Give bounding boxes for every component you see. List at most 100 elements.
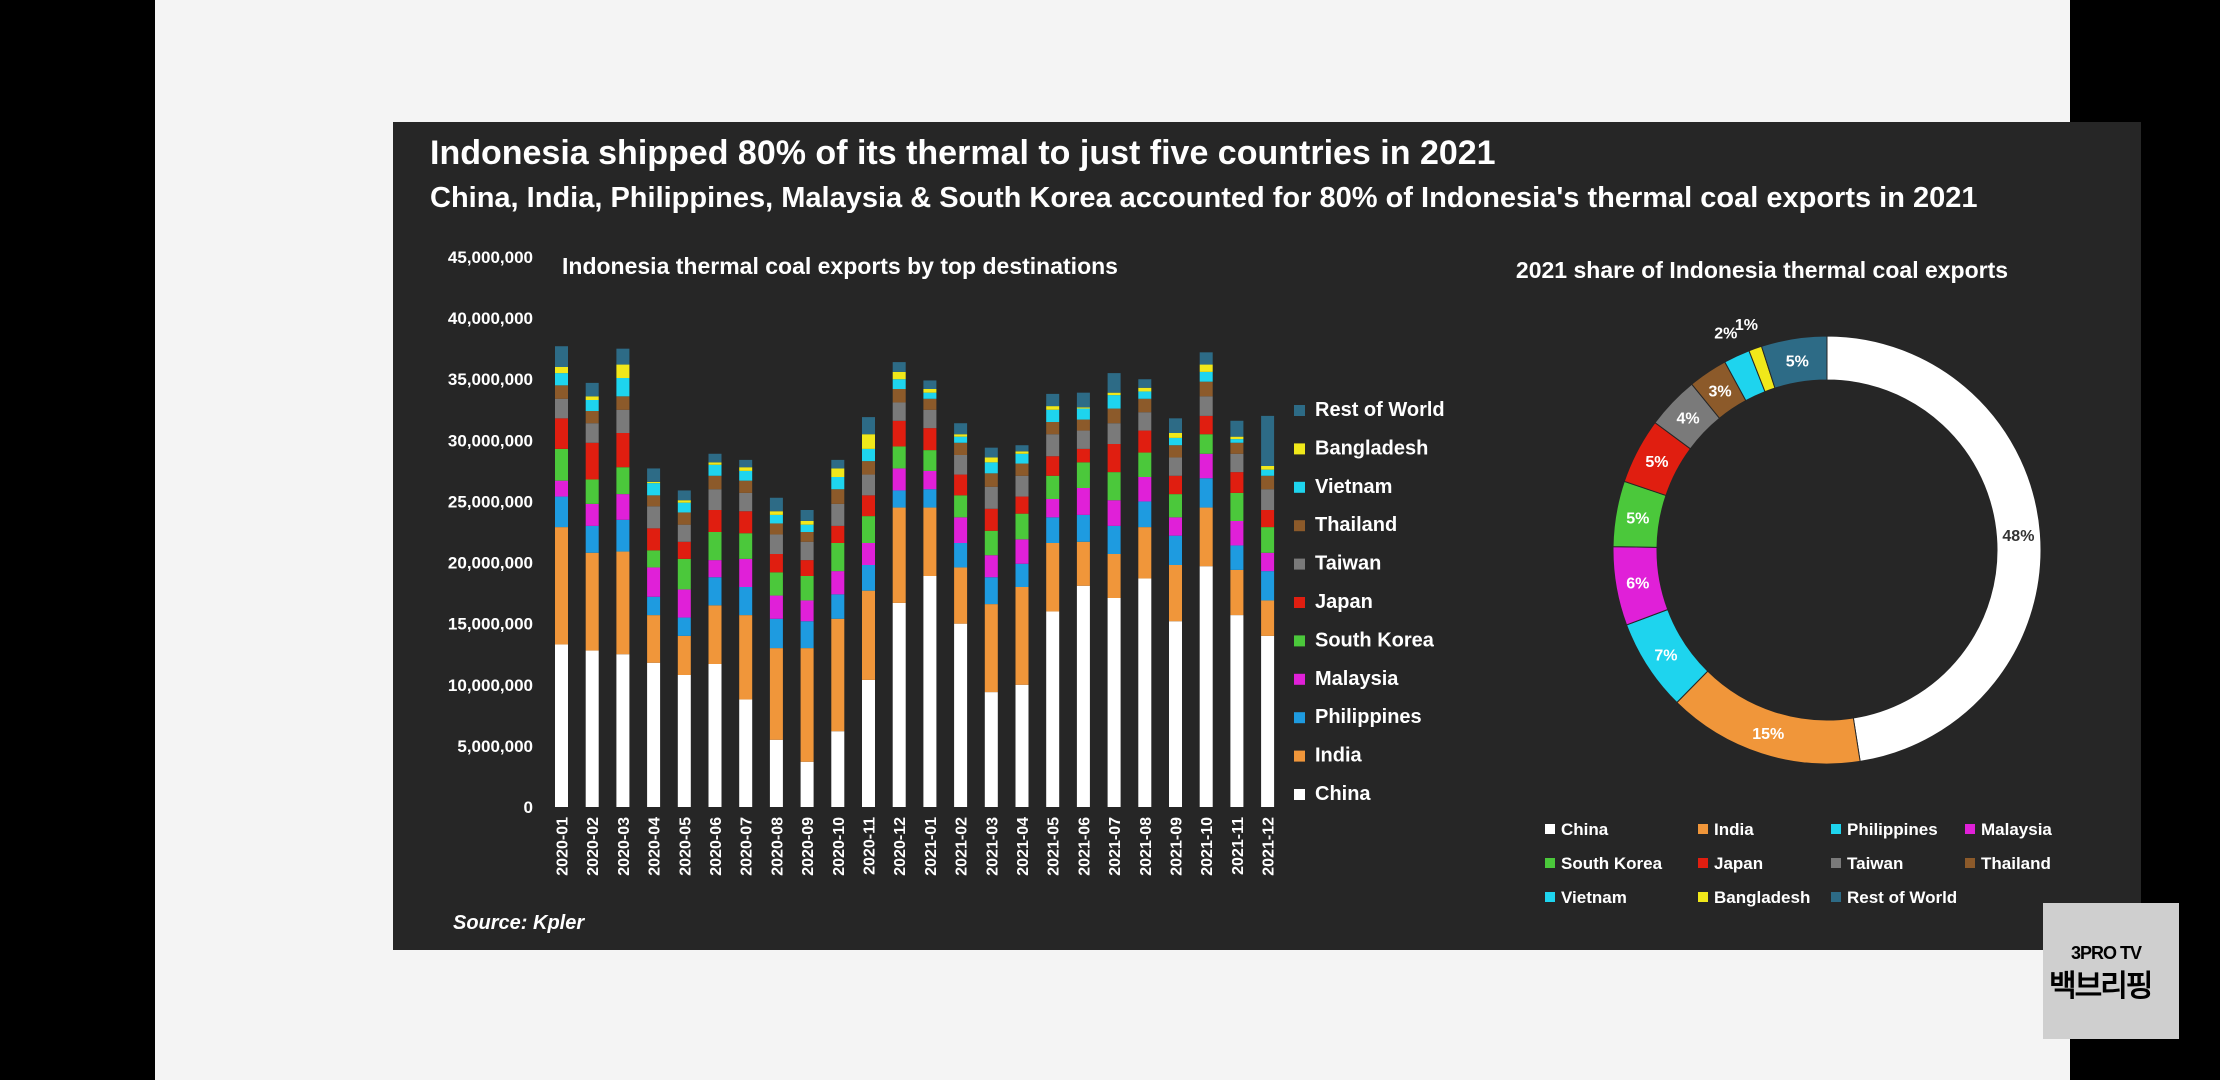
bar-segment-china bbox=[1169, 621, 1182, 807]
bar-segment-philippines bbox=[739, 587, 753, 616]
bar-segment-india bbox=[923, 507, 937, 576]
bar-segment-bangladesh bbox=[1046, 406, 1060, 410]
donut-legend-swatch bbox=[1965, 858, 1975, 868]
bar-segment-south-korea bbox=[585, 479, 599, 504]
bar-segment-malaysia bbox=[708, 560, 722, 578]
y-tick-label: 0 bbox=[524, 798, 533, 817]
donut-data-label: 48% bbox=[2002, 528, 2034, 545]
legend-swatch bbox=[1294, 635, 1305, 647]
bar-segment-south-korea bbox=[1076, 462, 1090, 488]
bar-segment-thailand bbox=[892, 389, 906, 403]
bar-segment-philippines bbox=[1046, 517, 1060, 543]
bar-segment-taiwan bbox=[1169, 457, 1182, 476]
bar-segment-india bbox=[708, 605, 722, 664]
bar-segment-vietnam bbox=[1076, 408, 1090, 420]
bar-segment-bangladesh bbox=[677, 500, 691, 503]
bar-segment-bangladesh bbox=[708, 462, 722, 465]
bar-segment-china bbox=[800, 761, 814, 807]
x-tick-label: 2020-05 bbox=[677, 817, 694, 876]
bar-segment-south-korea bbox=[1138, 452, 1152, 477]
bar-segment-taiwan bbox=[1107, 423, 1121, 444]
bar-segment-bangladesh bbox=[954, 434, 968, 437]
donut-data-label: 1% bbox=[1735, 317, 1758, 334]
bar-segment-philippines bbox=[677, 617, 691, 636]
bar-segment-south-korea bbox=[831, 543, 845, 572]
legend-label: Rest of World bbox=[1315, 399, 1445, 421]
donut-data-label: 15% bbox=[1752, 726, 1784, 743]
bar-segment-taiwan bbox=[1138, 412, 1152, 431]
bar-segment-china bbox=[555, 644, 568, 807]
bar-segment-taiwan bbox=[831, 503, 845, 526]
bar-segment-philippines bbox=[708, 577, 722, 606]
bar-segment-thailand bbox=[1199, 381, 1213, 397]
bar-segment-india bbox=[1138, 527, 1152, 579]
bar-segment-vietnam bbox=[708, 464, 722, 476]
x-tick-label: 2020-10 bbox=[831, 817, 848, 876]
bar-segment-china bbox=[1261, 635, 1275, 807]
bar-segment-taiwan bbox=[954, 455, 968, 475]
x-tick-label: 2021-04 bbox=[1015, 817, 1032, 876]
bar-chart-title: Indonesia thermal coal exports by top de… bbox=[562, 253, 1118, 279]
legend-swatch bbox=[1294, 597, 1305, 608]
bar-segment-japan bbox=[616, 433, 630, 468]
bar-segment-malaysia bbox=[862, 543, 875, 565]
bar-segment-vietnam bbox=[954, 436, 968, 443]
bar-segment-vietnam bbox=[616, 378, 630, 397]
bar-segment-india bbox=[1046, 543, 1060, 612]
bar-segment-taiwan bbox=[862, 474, 875, 496]
bar-segment-rest-of-world bbox=[1261, 415, 1275, 466]
bar-segment-rest-of-world bbox=[862, 417, 875, 435]
bar-segment-thailand bbox=[1261, 475, 1275, 490]
bar-segment-malaysia bbox=[1230, 521, 1244, 546]
bar-segment-malaysia bbox=[616, 494, 630, 520]
chart-title: Indonesia shipped 80% of its thermal to … bbox=[430, 134, 1496, 172]
bar-segment-malaysia bbox=[923, 470, 937, 490]
legend-label: Bangladesh bbox=[1315, 437, 1428, 459]
video-frame: Indonesia shipped 80% of its thermal to … bbox=[155, 0, 2141, 1080]
y-tick-label: 10,000,000 bbox=[448, 676, 533, 695]
bar-segment-malaysia bbox=[1261, 552, 1275, 572]
x-tick-label: 2020-07 bbox=[739, 817, 756, 876]
legend-swatch bbox=[1294, 520, 1305, 532]
donut-chart-title: 2021 share of Indonesia thermal coal exp… bbox=[1516, 257, 2008, 283]
bar-segment-taiwan bbox=[616, 409, 630, 433]
bar-segment-bangladesh bbox=[984, 457, 998, 463]
bar-segment-malaysia bbox=[1076, 488, 1090, 515]
legend-label: Malaysia bbox=[1315, 668, 1399, 690]
bar-segment-taiwan bbox=[1015, 475, 1029, 497]
bar-segment-philippines bbox=[1138, 501, 1152, 528]
x-tick-label: 2020-04 bbox=[647, 817, 664, 876]
bar-segment-rest-of-world bbox=[616, 348, 630, 365]
bar-segment-japan bbox=[1230, 472, 1244, 493]
bar-segment-china bbox=[739, 699, 753, 807]
bar-segment-india bbox=[585, 552, 599, 651]
legend-label: Taiwan bbox=[1315, 553, 1381, 575]
donut-data-label: 6% bbox=[1626, 576, 1649, 593]
bar-segment-malaysia bbox=[1107, 500, 1121, 526]
bar-segment-thailand bbox=[984, 473, 998, 487]
bar-segment-malaysia bbox=[1138, 477, 1152, 502]
bar-segment-bangladesh bbox=[800, 521, 814, 525]
bar-segment-china bbox=[862, 679, 875, 807]
bar-segment-thailand bbox=[647, 495, 661, 507]
legend-label: India bbox=[1315, 745, 1363, 767]
bar-segment-rest-of-world bbox=[1076, 392, 1090, 408]
bar-segment-rest-of-world bbox=[984, 447, 998, 458]
y-tick-label: 15,000,000 bbox=[448, 615, 533, 634]
bar-segment-china bbox=[984, 692, 998, 807]
bar-segment-japan bbox=[862, 495, 875, 517]
bar-segment-vietnam bbox=[1107, 395, 1121, 409]
legend-swatch bbox=[1294, 750, 1305, 762]
bar-segment-vietnam bbox=[1261, 469, 1275, 476]
bar-segment-south-korea bbox=[954, 495, 968, 518]
bar-segment-rest-of-world bbox=[585, 382, 599, 397]
bar-segment-philippines bbox=[892, 490, 906, 508]
bar-segment-malaysia bbox=[892, 468, 906, 491]
bar-segment-rest-of-world bbox=[739, 459, 753, 468]
x-tick-label: 2020-03 bbox=[616, 817, 633, 876]
x-tick-label: 2021-01 bbox=[923, 817, 940, 876]
bar-segment-thailand bbox=[923, 398, 937, 410]
bar-segment-taiwan bbox=[708, 489, 722, 510]
x-tick-label: 2021-03 bbox=[984, 817, 1001, 876]
bar-segment-malaysia bbox=[555, 480, 568, 497]
